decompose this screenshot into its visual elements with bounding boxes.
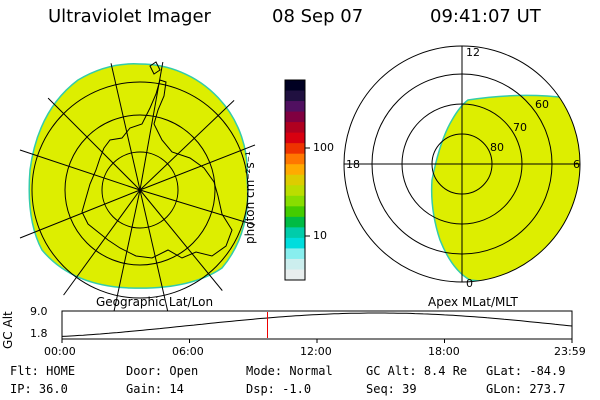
mlat-label-60: 60 — [535, 98, 549, 111]
altitude-axis-title: GC Alt — [1, 311, 15, 349]
colorbar-frame — [284, 79, 306, 281]
colorbar-segment — [285, 101, 305, 113]
altitude-x-tick-label: 18:00 — [428, 345, 460, 358]
lat-ring — [31, 81, 249, 299]
colorbar-segment — [285, 153, 305, 165]
lat-ring — [64, 114, 216, 266]
altitude-y-tick: 9.0 — [30, 305, 48, 318]
colorbar-segment — [285, 248, 305, 260]
colorbar-segment — [285, 90, 305, 102]
coast-fragment — [149, 61, 161, 75]
header-time: 09:41:07 UT — [430, 6, 541, 27]
header-date: 08 Sep 07 — [272, 6, 364, 27]
status-glon: GLon: 273.7 — [486, 382, 566, 396]
altitude-x-ticks — [61, 339, 573, 343]
mlt-label-6: 6 — [573, 158, 580, 171]
status-gain: Gain: 14 — [126, 382, 184, 396]
altitude-x-tick-label: 12:00 — [300, 345, 332, 358]
status-ip: IP: 36.0 — [10, 382, 68, 396]
altitude-plot-frame — [61, 310, 573, 340]
colorbar-segment — [285, 111, 305, 123]
altitude-x-tick-label: 23:59 — [554, 345, 586, 358]
mlt-label-12: 12 — [466, 46, 480, 59]
antarctica-coastline — [81, 79, 233, 259]
status-gc-alt: GC Alt: 8.4 Re — [366, 364, 468, 378]
status-dsp: Dsp: -1.0 — [246, 382, 312, 396]
app-title: Ultraviolet Imager — [48, 6, 211, 27]
altitude-y-tick: 1.8 — [30, 327, 48, 340]
coast-fragment — [17, 249, 27, 273]
colorbar-segment — [285, 206, 305, 218]
colorbar-segment — [285, 174, 305, 186]
status-door: Door: Open — [126, 364, 199, 378]
colorbar-unit-label: photon cm⁻²s⁻¹ — [243, 151, 257, 244]
mlat-label-70: 70 — [513, 121, 527, 134]
colorbar-segment — [285, 216, 305, 228]
coast-fragment — [21, 79, 41, 111]
colorbar-segment — [285, 143, 305, 155]
altitude-x-tick-label: 00:00 — [44, 345, 76, 358]
magnetic-polar-plot — [343, 45, 581, 283]
mlat-label-80: 80 — [490, 141, 504, 154]
lat-ring — [101, 151, 179, 229]
mlt-label-18: 18 — [346, 158, 360, 171]
colorbar — [285, 80, 305, 281]
meridian-lines — [19, 60, 256, 320]
geographic-map — [17, 60, 256, 320]
colorbar-segment — [285, 269, 305, 281]
left-auroral-fill — [28, 63, 249, 289]
colorbar-tick-label: 10 — [313, 229, 327, 242]
status-mode: Mode: Normal — [246, 364, 333, 378]
status-glat: GLat: -84.9 — [486, 364, 566, 378]
orbit-altitude-curve — [61, 312, 573, 337]
colorbar-tick-label: 100 — [313, 141, 334, 154]
colorbar-segment — [285, 132, 305, 144]
right-panel-caption: Apex MLat/MLT — [428, 295, 518, 309]
left-panel-caption: Geographic Lat/Lon — [96, 295, 214, 309]
colorbar-segment — [285, 164, 305, 176]
colorbar-segment — [285, 258, 305, 270]
colorbar-segment — [285, 195, 305, 207]
colorbar-segment — [285, 122, 305, 134]
colorbar-segment — [285, 227, 305, 239]
status-seq: Seq: 39 — [366, 382, 417, 396]
colorbar-segment — [285, 185, 305, 197]
altitude-x-tick-label: 06:00 — [172, 345, 204, 358]
mlt-label-0: 0 — [466, 277, 473, 290]
colorbar-segment — [285, 80, 305, 92]
status-flight: Flt: HOME — [10, 364, 76, 378]
colorbar-segment — [285, 237, 305, 249]
